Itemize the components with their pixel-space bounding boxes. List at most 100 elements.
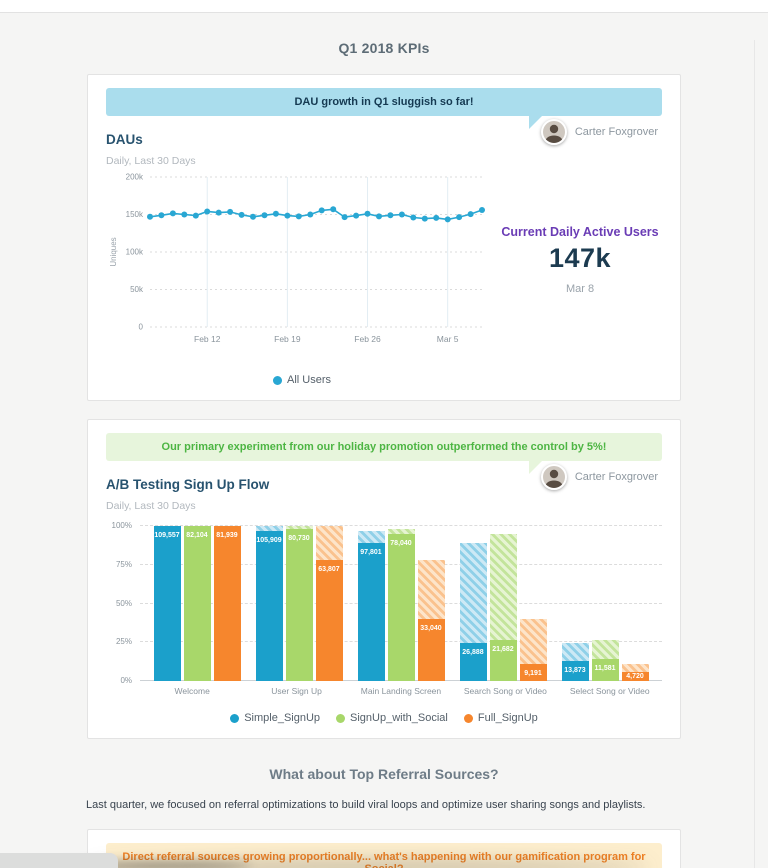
bar-value-label: 109,557 — [154, 532, 180, 539]
svg-text:Feb 12: Feb 12 — [194, 334, 221, 344]
legend-item[interactable]: Simple_SignUp — [230, 712, 320, 724]
bar-hatch-segment — [489, 533, 517, 641]
bar-solid-segment — [315, 560, 343, 681]
bar-value-label: 11,581 — [594, 665, 616, 673]
bar[interactable]: 105,909 — [255, 526, 283, 681]
legend-label: All Users — [286, 374, 331, 386]
legend-item[interactable]: All Users — [272, 374, 331, 386]
bar[interactable]: 97,801 — [357, 526, 385, 681]
bar-value-label: 63,807 — [318, 566, 340, 574]
bar[interactable]: 13,873 — [561, 526, 589, 681]
svg-text:Mar 5: Mar 5 — [437, 334, 459, 344]
bar-value-label: 78,040 — [390, 539, 412, 547]
bar-group[interactable]: 109,557 82,104 81,939 — [152, 526, 242, 681]
person-icon — [544, 469, 563, 488]
chart-title-ab: A/B Testing Sign Up Flow — [106, 477, 270, 492]
avatar — [540, 119, 567, 145]
avatar — [540, 464, 567, 490]
bar-hatch-segment — [519, 618, 547, 664]
bar-solid-segment — [591, 659, 619, 681]
single-value-chart: Current Daily Active Users 147k Mar 8 — [498, 167, 662, 386]
y-tick-label: 75% — [115, 559, 132, 569]
bar-solid-segment — [459, 642, 487, 681]
svg-text:150k: 150k — [126, 210, 144, 219]
card-ab-testing: Our primary experiment from our holiday … — [87, 419, 681, 739]
bottom-window-shadow — [90, 860, 650, 868]
bar[interactable]: 9,191 — [519, 526, 547, 681]
x-category-label: Search Song or Video — [463, 686, 547, 696]
comment-author: Carter Foxgrover — [540, 119, 658, 145]
ab-y-axis: 0% 25% 50% 75% 100% — [106, 521, 140, 685]
bar-solid-segment — [417, 618, 445, 681]
bar-solid-segment — [519, 663, 547, 681]
legend-item[interactable]: SignUp_with_Social — [336, 712, 448, 724]
bar[interactable]: 78,040 — [387, 526, 415, 681]
bar-value-label: 21,682 — [492, 646, 514, 654]
card-daus: DAU growth in Q1 sluggish so far! DAUs D… — [87, 74, 681, 401]
ab-bar-plot[interactable]: 109,557 82,104 81,939 105,909 80,730 63,807 97… — [140, 525, 662, 681]
bar[interactable]: 21,682 — [489, 526, 517, 681]
bar-solid-segment — [387, 533, 415, 681]
bar[interactable]: 82,104 — [183, 526, 211, 681]
bar-solid-segment — [213, 526, 241, 681]
svg-text:0: 0 — [139, 323, 144, 332]
bar[interactable]: 11,581 — [591, 526, 619, 681]
bar-value-label: 105,909 — [256, 537, 282, 545]
bar-group[interactable]: 26,888 21,682 9,191 — [458, 526, 548, 681]
bar[interactable]: 81,939 — [213, 526, 241, 681]
bar-solid-segment — [255, 531, 283, 681]
svg-text:100k: 100k — [126, 248, 144, 257]
bar[interactable]: 4,720 — [621, 526, 649, 681]
y-tick-label: 25% — [115, 637, 132, 647]
legend-item[interactable]: Full_SignUp — [463, 712, 538, 724]
bar[interactable]: 26,888 — [459, 526, 487, 681]
bar-hatch-segment — [417, 560, 445, 619]
y-tick-label: 100% — [111, 521, 132, 530]
bar[interactable]: 80,730 — [285, 526, 313, 681]
y-tick-label: 0% — [120, 676, 132, 685]
bar-value-label: 80,730 — [288, 534, 310, 542]
comment-author: Carter Foxgrover — [540, 464, 658, 490]
y-tick-label: 50% — [115, 598, 132, 608]
bar-hatch-segment — [561, 642, 589, 662]
chart-title-daus: DAUs — [106, 132, 143, 147]
single-value-title: Current Daily Active Users — [501, 225, 659, 239]
svg-text:50k: 50k — [130, 285, 144, 294]
section-heading: What about Top Referral Sources? — [269, 766, 499, 782]
bar-hatch-segment — [357, 531, 385, 543]
bar-value-label: 4,720 — [626, 673, 644, 680]
x-category-label: Main Landing Screen — [360, 686, 442, 696]
legend-label: SignUp_with_Social — [350, 712, 448, 724]
ab-legend[interactable]: Simple_SignUp SignUp_with_Social Full_Sign… — [106, 712, 662, 724]
x-category-label: User Sign Up — [271, 686, 322, 696]
bar-hatch-segment — [315, 526, 343, 561]
top-window-strip — [0, 0, 768, 13]
bar[interactable]: 63,807 — [315, 526, 343, 681]
dau-legend[interactable]: All Users — [106, 374, 498, 386]
card-referral: Direct referral sources growing proporti… — [87, 829, 681, 868]
bar-group[interactable]: 105,909 80,730 63,807 — [254, 526, 344, 681]
svg-text:Feb 19: Feb 19 — [274, 334, 301, 344]
bar-group[interactable]: 13,873 11,581 4,720 — [560, 526, 650, 681]
bar-group[interactable]: 97,801 78,040 33,040 — [356, 526, 446, 681]
author-name: Carter Foxgrover — [574, 471, 658, 483]
bar-hatch-segment — [621, 663, 649, 673]
legend-dot — [336, 713, 346, 723]
bar-hatch-segment — [255, 526, 283, 532]
bar-hatch-segment — [459, 542, 487, 643]
svg-text:200k: 200k — [126, 173, 144, 182]
ab-x-axis: Welcome User Sign Up Main Landing Screen Se… — [140, 686, 662, 696]
scrollbar-track[interactable] — [754, 40, 755, 868]
gridline — [140, 525, 662, 526]
bar-value-label: 33,040 — [420, 624, 442, 632]
bar-value-label: 81,939 — [216, 532, 238, 539]
bar[interactable]: 33,040 — [417, 526, 445, 681]
bar[interactable]: 109,557 — [153, 526, 181, 681]
chart-subtitle-ab: Daily, Last 30 Days — [106, 500, 196, 512]
dau-line-chart[interactable]: 0 50k 100k 150k 200k Feb 12 Feb 19 Feb 26 Mar 5 U… — [106, 167, 498, 363]
legend-label: Simple_SignUp — [244, 712, 321, 724]
legend-dot — [230, 713, 240, 723]
bar-solid-segment — [357, 542, 385, 681]
bar-solid-segment — [561, 661, 589, 681]
bar-value-label: 97,801 — [360, 548, 382, 556]
